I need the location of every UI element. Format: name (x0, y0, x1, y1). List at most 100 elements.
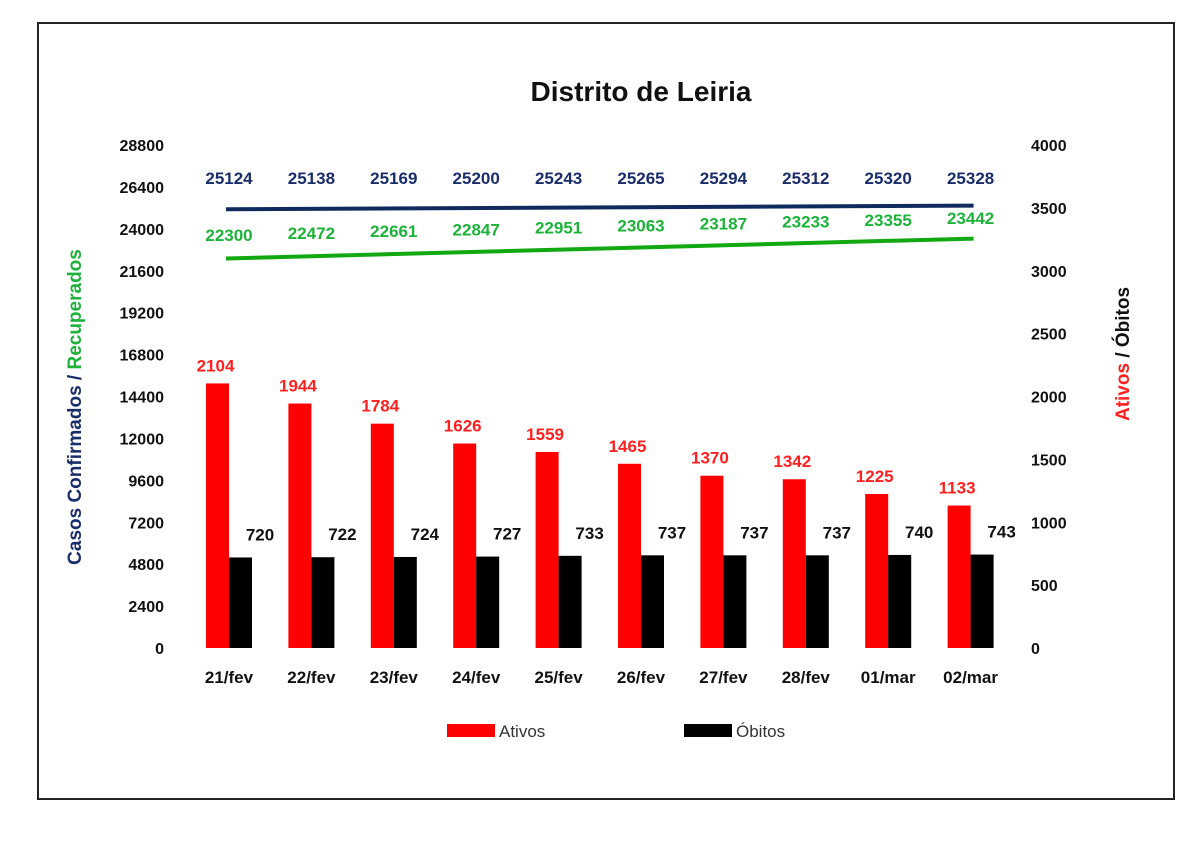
x-tick-label: 23/fev (370, 668, 419, 687)
right-axis-label: Ativos / Óbitos (1112, 287, 1134, 421)
data-label-obitos: 737 (740, 523, 768, 542)
left-tick-label: 7200 (128, 515, 164, 532)
data-label-obitos: 740 (905, 523, 933, 542)
data-label-confirmados: 25138 (288, 169, 335, 188)
left-tick-label: 4800 (128, 557, 164, 574)
right-axis-label-ativos: Ativos (1113, 363, 1134, 421)
data-label-confirmados: 25294 (700, 169, 748, 188)
left-tick-label: 14400 (120, 390, 165, 407)
bar-ativos (618, 463, 641, 648)
bar-obitos (723, 555, 747, 648)
right-tick-label: 0 (1031, 641, 1040, 658)
data-label-recuperados: 22661 (370, 222, 417, 241)
bar-ativos (782, 479, 806, 648)
lines (225, 203, 974, 261)
data-label-ativos: 1465 (609, 437, 647, 456)
bar-obitos (805, 555, 829, 648)
bar-ativos (865, 493, 889, 648)
left-axis-label: Casos Confirmados / Recuperados (65, 249, 86, 565)
data-label-ativos: 1342 (773, 452, 811, 471)
data-label-obitos: 733 (575, 524, 603, 543)
data-label-ativos: 1559 (526, 425, 564, 444)
legend: Ativos Óbitos (447, 722, 785, 741)
data-labels: 2104 1944 1784 1626 1559 1465 1370 1342 1225 1133… (197, 169, 1016, 544)
x-axis-ticks: 21/fev 22/fev 23/fev 24/fev 25/fev 26/fev 27/f… (205, 668, 998, 687)
line-series-recuperados (225, 236, 974, 261)
right-tick-label: 1000 (1031, 515, 1067, 532)
left-axis-label-confirmados: Casos Confirmados / (65, 370, 86, 565)
right-tick-label: 3500 (1031, 201, 1067, 218)
left-tick-label: 16800 (120, 348, 165, 365)
right-tick-label: 3000 (1031, 264, 1067, 281)
bar-obitos (970, 554, 994, 648)
left-tick-label: 21600 (120, 264, 165, 281)
x-tick-label: 27/fev (699, 668, 748, 687)
data-label-confirmados: 25328 (947, 169, 994, 188)
data-label-obitos: 737 (658, 523, 686, 542)
chart-frame: Distrito de Leiria 0 2400 4800 7200 9600 1200… (37, 22, 1175, 800)
data-label-obitos: 722 (328, 525, 356, 544)
left-axis-ticks: 0 2400 4800 7200 9600 12000 14400 16800 19200 216… (120, 138, 165, 658)
data-label-obitos: 743 (987, 523, 1015, 542)
x-tick-label: 24/fev (452, 668, 501, 687)
legend-swatch-ativos (447, 724, 495, 737)
x-tick-label: 01/mar (861, 668, 916, 687)
left-tick-label: 0 (155, 641, 164, 658)
data-label-recuperados: 23063 (617, 217, 664, 236)
data-label-recuperados: 23233 (782, 213, 829, 232)
data-label-ativos: 2104 (197, 356, 235, 375)
data-label-confirmados: 25124 (205, 169, 253, 188)
legend-label-ativos: Ativos (499, 722, 545, 741)
data-label-ativos: 1225 (856, 467, 894, 486)
right-tick-label: 500 (1031, 578, 1058, 595)
left-tick-label: 26400 (120, 180, 165, 197)
right-tick-label: 4000 (1031, 138, 1067, 155)
bar-obitos (393, 556, 417, 648)
bar-ativos (700, 475, 724, 648)
bar-ativos (947, 505, 971, 648)
x-tick-label: 02/mar (943, 668, 998, 687)
bar-obitos (229, 557, 252, 648)
bar-obitos (476, 556, 500, 648)
x-tick-label: 21/fev (205, 668, 254, 687)
data-label-obitos: 724 (411, 525, 440, 544)
left-tick-label: 19200 (120, 306, 165, 323)
data-label-confirmados: 25243 (535, 169, 582, 188)
chart: Distrito de Leiria 024004800720096001200… (65, 76, 1134, 741)
x-tick-label: 25/fev (534, 668, 583, 687)
legend-swatch-obitos (684, 724, 732, 737)
left-tick-label: 2400 (128, 599, 164, 616)
bar-ativos (453, 443, 477, 648)
bar-obitos (641, 555, 664, 648)
data-label-confirmados: 25200 (453, 169, 500, 188)
bar-ativos (535, 451, 559, 648)
data-label-recuperados: 23355 (865, 211, 912, 230)
data-label-recuperados: 22847 (453, 220, 500, 239)
left-tick-label: 12000 (120, 431, 165, 448)
right-tick-label: 2000 (1031, 390, 1067, 407)
legend-label-obitos: Óbitos (736, 722, 785, 741)
right-axis-ticks: 0 500 1000 1500 2000 2500 3000 3500 4000 (1031, 138, 1067, 658)
data-label-confirmados: 25320 (865, 169, 912, 188)
data-label-recuperados: 22472 (288, 224, 335, 243)
right-axis-label-obitos: / Óbitos (1112, 287, 1134, 363)
data-label-recuperados: 22300 (205, 226, 252, 245)
bar-ativos (288, 403, 312, 648)
data-label-ativos: 1370 (691, 449, 729, 468)
data-label-ativos: 1133 (939, 479, 976, 498)
data-label-confirmados: 25312 (782, 169, 829, 188)
right-tick-label: 1500 (1031, 452, 1067, 469)
data-label-obitos: 737 (823, 523, 851, 542)
x-tick-label: 22/fev (287, 668, 336, 687)
data-label-recuperados: 23442 (947, 209, 994, 228)
bar-ativos (370, 423, 394, 648)
data-label-recuperados: 22951 (535, 218, 582, 237)
data-label-obitos: 720 (246, 525, 274, 544)
right-tick-label: 2500 (1031, 327, 1067, 344)
data-label-obitos: 727 (493, 525, 521, 544)
line-series-confirmados (225, 203, 974, 212)
data-label-confirmados: 25265 (617, 169, 664, 188)
left-tick-label: 28800 (120, 138, 165, 155)
x-tick-label: 26/fev (617, 668, 666, 687)
data-label-ativos: 1626 (444, 417, 482, 436)
